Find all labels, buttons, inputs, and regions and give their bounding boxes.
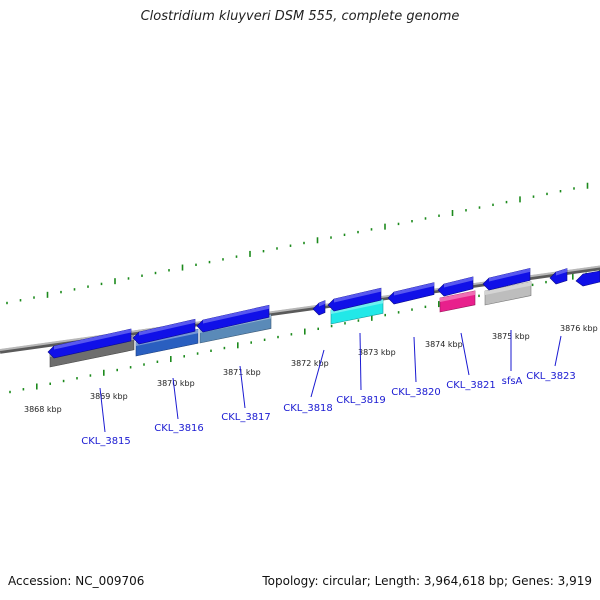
gene-leader-line	[310, 349, 325, 398]
gene-leader-line	[413, 336, 417, 383]
kbp-label: 3876 kbp	[560, 324, 598, 333]
gene-arrow-highlight	[54, 328, 131, 350]
gene-label: CKL_3815	[81, 436, 131, 447]
kbp-label: 3873 kbp	[358, 348, 396, 357]
gene-leader-line	[239, 365, 246, 409]
kbp-label: 3870 kbp	[157, 379, 195, 388]
gene-label: CKL_3817	[221, 412, 271, 423]
gene-label: CKL_3818	[283, 403, 333, 414]
map-title: Clostridium kluyveri DSM 555, complete g…	[140, 9, 460, 24]
gene-label: CKL_3820	[391, 387, 441, 398]
gene-leader-line	[359, 332, 362, 391]
gene-arrow-highlight	[139, 319, 195, 336]
gene-labels: CKL_3815 CKL_3816 CKL_3817 CKL_3818CKL_3819…	[81, 330, 576, 447]
kbp-label: 3871 kbp	[223, 368, 261, 377]
gene-arrow-highlight	[319, 300, 325, 307]
kbp-label: 3874 kbp	[425, 340, 463, 349]
gene-track	[47, 267, 600, 359]
gene-arrow-partial	[575, 270, 600, 287]
gene-arrow-highlight	[444, 276, 473, 288]
gene-arrow-highlight	[394, 282, 434, 296]
gene-leader-line	[554, 335, 562, 367]
accession-text: Accession: NC_009706	[8, 574, 145, 588]
kbp-label: 3869 kbp	[90, 392, 128, 401]
gene-arrow-highlight	[334, 288, 381, 303]
gene-arrow-highlight	[203, 305, 269, 324]
gene-label: CKL_3821	[446, 380, 496, 391]
upper-tick-track	[6, 182, 589, 305]
magenta-block-highlight	[440, 290, 475, 302]
feature-track	[49, 281, 532, 368]
gene-arrow-highlight	[556, 268, 567, 276]
gene-leader-line	[172, 377, 179, 420]
gene-label: CKL_3823	[526, 371, 576, 382]
kbp-label: 3868 kbp	[24, 405, 62, 414]
gene-leader-line	[460, 332, 470, 376]
kbp-label: 3872 kbp	[291, 359, 329, 368]
lightgrey-block-highlight	[485, 281, 531, 295]
genome-summary-text: Topology: circular; Length: 3,964,618 bp…	[262, 574, 592, 588]
cyan-block-highlight	[331, 299, 383, 314]
gene-label: sfsA	[502, 376, 523, 387]
gene-arrow-highlight	[489, 268, 530, 282]
gene-leader-line	[99, 387, 106, 433]
gene-label: CKL_3819	[336, 395, 386, 406]
gene-label: CKL_3816	[154, 423, 204, 434]
